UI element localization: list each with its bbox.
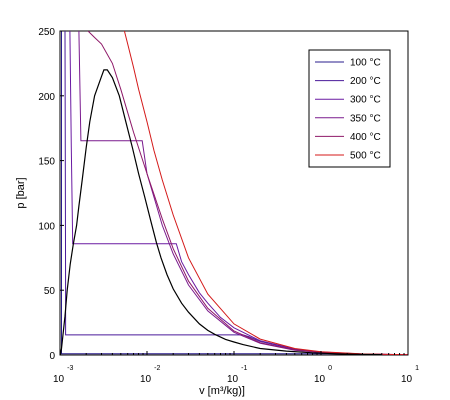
isotherm-line-4 — [87, 31, 408, 355]
y-axis: 0 50 100 150 200 250 — [38, 27, 64, 362]
curves — [60, 31, 408, 355]
x-tick-label-base: 10 — [227, 374, 239, 385]
legend-label-2: 300 °C — [350, 95, 381, 106]
legend-label-0: 100 °C — [350, 58, 381, 69]
legend-box — [308, 49, 391, 168]
legend-label-3: 350 °C — [350, 113, 381, 124]
x-tick-label-exp: -3 — [67, 365, 73, 372]
y-tick-label: 100 — [38, 221, 55, 232]
y-tick-label: 150 — [38, 157, 55, 168]
x-tick-label: 100 — [314, 365, 332, 385]
x-tick-label-base: 10 — [140, 374, 152, 385]
x-tick-label: 10-3 — [53, 365, 73, 385]
x-tick-label: 10-2 — [140, 365, 160, 385]
isotherm-line-5 — [123, 31, 408, 355]
x-tick-label-base: 10 — [401, 374, 413, 385]
x-tick-label: 10-1 — [227, 365, 247, 385]
y-tick-label: 0 — [49, 351, 55, 362]
legend-label-4: 400 °C — [350, 132, 381, 143]
legend-label-1: 200 °C — [350, 76, 381, 87]
x-axis-label: v [m³/kg)] — [199, 385, 245, 397]
x-tick-label-exp: 1 — [415, 365, 419, 372]
y-tick-label: 50 — [44, 286, 56, 297]
x-tick-label-exp: -1 — [241, 365, 247, 372]
y-tick-label: 250 — [38, 27, 55, 38]
legend: 100 °C 200 °C 300 °C 350 °C 400 °C 500 °C — [308, 49, 391, 168]
x-tick-label-exp: -2 — [154, 365, 160, 372]
x-tick-label-base: 10 — [53, 374, 65, 385]
x-tick-label: 101 — [401, 365, 419, 385]
y-axis-label: p [bar] — [15, 177, 27, 208]
x-tick-label-exp: 0 — [328, 365, 332, 372]
saturation-dome-line — [60, 69, 382, 355]
x-tick-label-base: 10 — [314, 374, 326, 385]
legend-label-5: 500 °C — [350, 151, 381, 162]
y-tick-label: 200 — [38, 92, 55, 103]
